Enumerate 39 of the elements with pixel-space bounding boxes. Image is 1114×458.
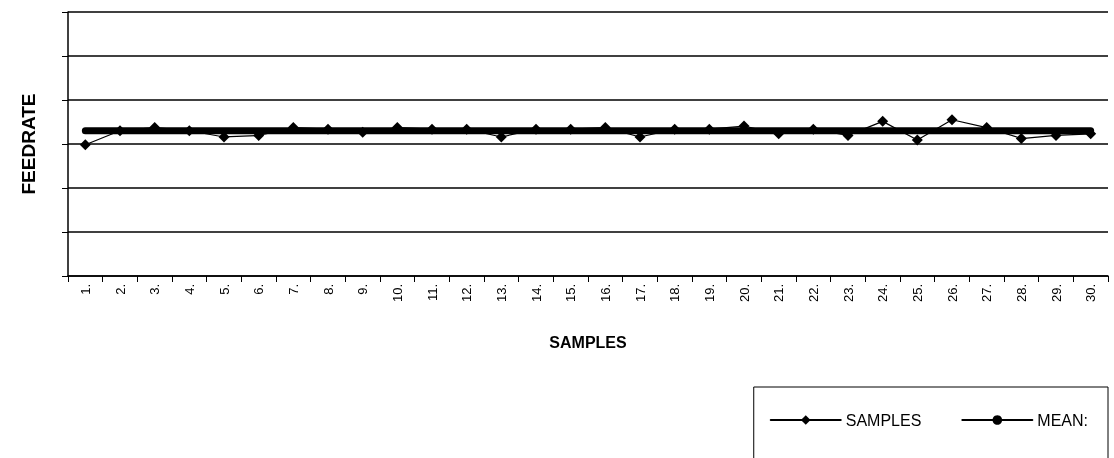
x-tick-label: 16. <box>597 284 613 303</box>
x-tick-label: 3. <box>147 284 163 295</box>
x-tick-label: 21. <box>771 284 787 303</box>
point <box>877 115 889 127</box>
point <box>1015 133 1027 145</box>
x-tick-label: 20. <box>736 284 752 303</box>
x-tick-label: 27. <box>979 284 995 303</box>
point <box>946 114 958 126</box>
x-tick-label: 15. <box>563 284 579 303</box>
x-tick-label: 6. <box>251 284 267 295</box>
x-tick-label: 1. <box>77 284 93 295</box>
x-tick-label: 5. <box>216 284 232 295</box>
x-tick-label: 29. <box>1048 284 1064 303</box>
point <box>911 134 923 146</box>
legend-label: SAMPLES <box>845 411 922 429</box>
x-tick-label: 23. <box>840 284 856 303</box>
point <box>79 139 91 151</box>
x-tick-label: 4. <box>181 284 197 295</box>
x-tick-label: 17. <box>632 284 648 303</box>
x-tick-label: 26. <box>944 284 960 303</box>
x-tick-label: 11. <box>424 284 440 302</box>
x-tick-label: 12. <box>459 284 475 303</box>
y-axis-title: FEEDRATE <box>18 93 39 195</box>
x-tick-label: 28. <box>1013 284 1029 303</box>
x-tick-label: 19. <box>701 284 717 303</box>
x-tick-label: 8. <box>320 284 336 295</box>
x-tick-label: 2. <box>112 284 128 295</box>
x-tick-label: 22. <box>805 284 821 303</box>
x-tick-label: 30. <box>1083 284 1099 303</box>
x-tick-label: 25. <box>909 284 925 303</box>
x-tick-label: 10. <box>389 284 405 303</box>
x-axis-title: SAMPLES <box>549 333 627 351</box>
x-tick-label: 18. <box>667 284 683 303</box>
x-tick-label: 24. <box>875 284 891 303</box>
x-tick-label: 13. <box>493 284 509 303</box>
x-tick-label: 9. <box>355 284 371 295</box>
x-tick-label: 14. <box>528 284 544 303</box>
legend-label: MEAN: <box>1037 411 1088 429</box>
x-tick-label: 7. <box>285 284 301 295</box>
